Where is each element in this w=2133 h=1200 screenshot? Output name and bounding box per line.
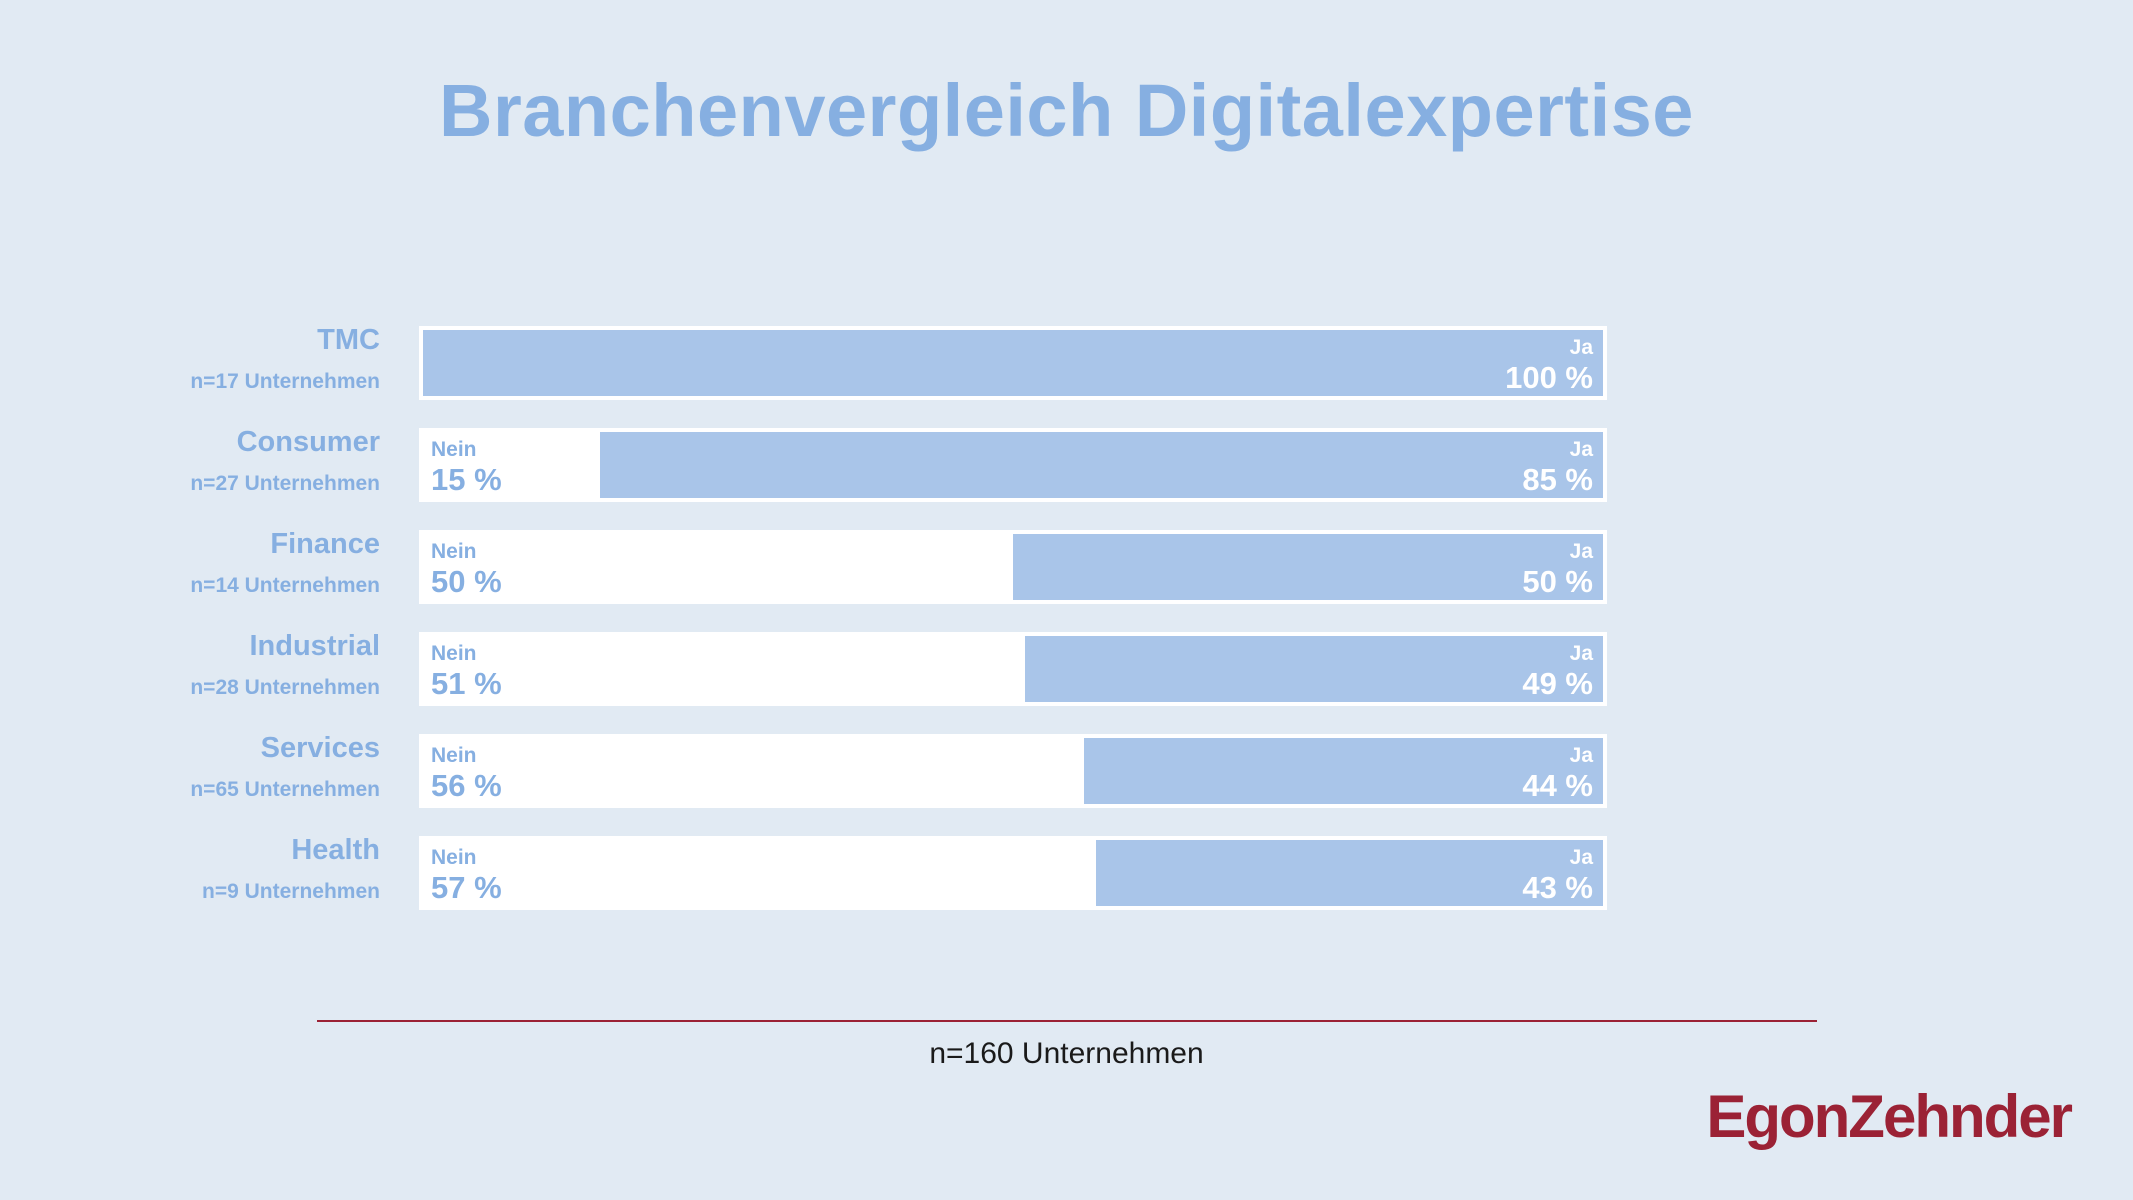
category-sample-size: n=27 Unternehmen [190,472,380,495]
brand-logo: EgonZehnder [1706,1083,2073,1150]
ja-data-label: 50 % [1522,564,1593,599]
category-sample-size: n=28 Unternehmen [190,676,380,699]
bar-nein: Nein 57 % Ja 43 % [419,836,1607,910]
bar-nein: Nein 15 % Ja 85 % [419,428,1607,502]
ja-series-label: Ja [1569,336,1593,359]
bar-nein: Nein 50 % Ja 50 % [419,530,1607,604]
category-sample-size: n=9 Unternehmen [202,880,380,903]
nein-series-label: Nein [431,744,477,767]
bar-ja [423,330,1603,396]
bar-ja [1013,534,1603,600]
ja-series-label: Ja [1569,642,1593,665]
bar-nein: Ja 100 % [419,326,1607,400]
ja-data-label: 85 % [1522,462,1593,497]
category-label: Consumer [236,426,380,458]
bar-ja [1024,636,1603,702]
nein-data-label: 57 % [431,870,502,905]
bar-nein: Nein 51 % Ja 49 % [419,632,1607,706]
nein-data-label: 15 % [431,462,502,497]
category-label: TMC [317,324,380,356]
bar-ja [1083,738,1603,804]
nein-series-label: Nein [431,540,477,563]
divider-line [317,1020,1817,1022]
category-label: Industrial [249,630,380,662]
category-sample-size: n=65 Unternehmen [190,778,380,801]
nein-data-label: 50 % [431,564,502,599]
category-label: Finance [270,528,380,560]
category-label: Services [260,732,380,764]
sample-size-footnote: n=160 Unternehmen [929,1037,1204,1070]
category-sample-size: n=14 Unternehmen [190,574,380,597]
nein-series-label: Nein [431,846,477,869]
category-sample-size: n=17 Unternehmen [190,370,380,393]
ja-data-label: 49 % [1522,666,1593,701]
ja-data-label: 100 % [1505,360,1593,395]
bar-ja [600,432,1603,498]
nein-data-label: 56 % [431,768,502,803]
nein-series-label: Nein [431,642,477,665]
bar-nein: Nein 56 % Ja 44 % [419,734,1607,808]
ja-series-label: Ja [1569,846,1593,869]
bar-ja [1095,840,1603,906]
chart-title: Branchenvergleich Digitalexpertise [439,69,1694,152]
ja-series-label: Ja [1569,438,1593,461]
ja-data-label: 43 % [1522,870,1593,905]
nein-data-label: 51 % [431,666,502,701]
category-label: Health [291,834,380,866]
ja-data-label: 44 % [1522,768,1593,803]
nein-series-label: Nein [431,438,477,461]
ja-series-label: Ja [1569,540,1593,563]
ja-series-label: Ja [1569,744,1593,767]
